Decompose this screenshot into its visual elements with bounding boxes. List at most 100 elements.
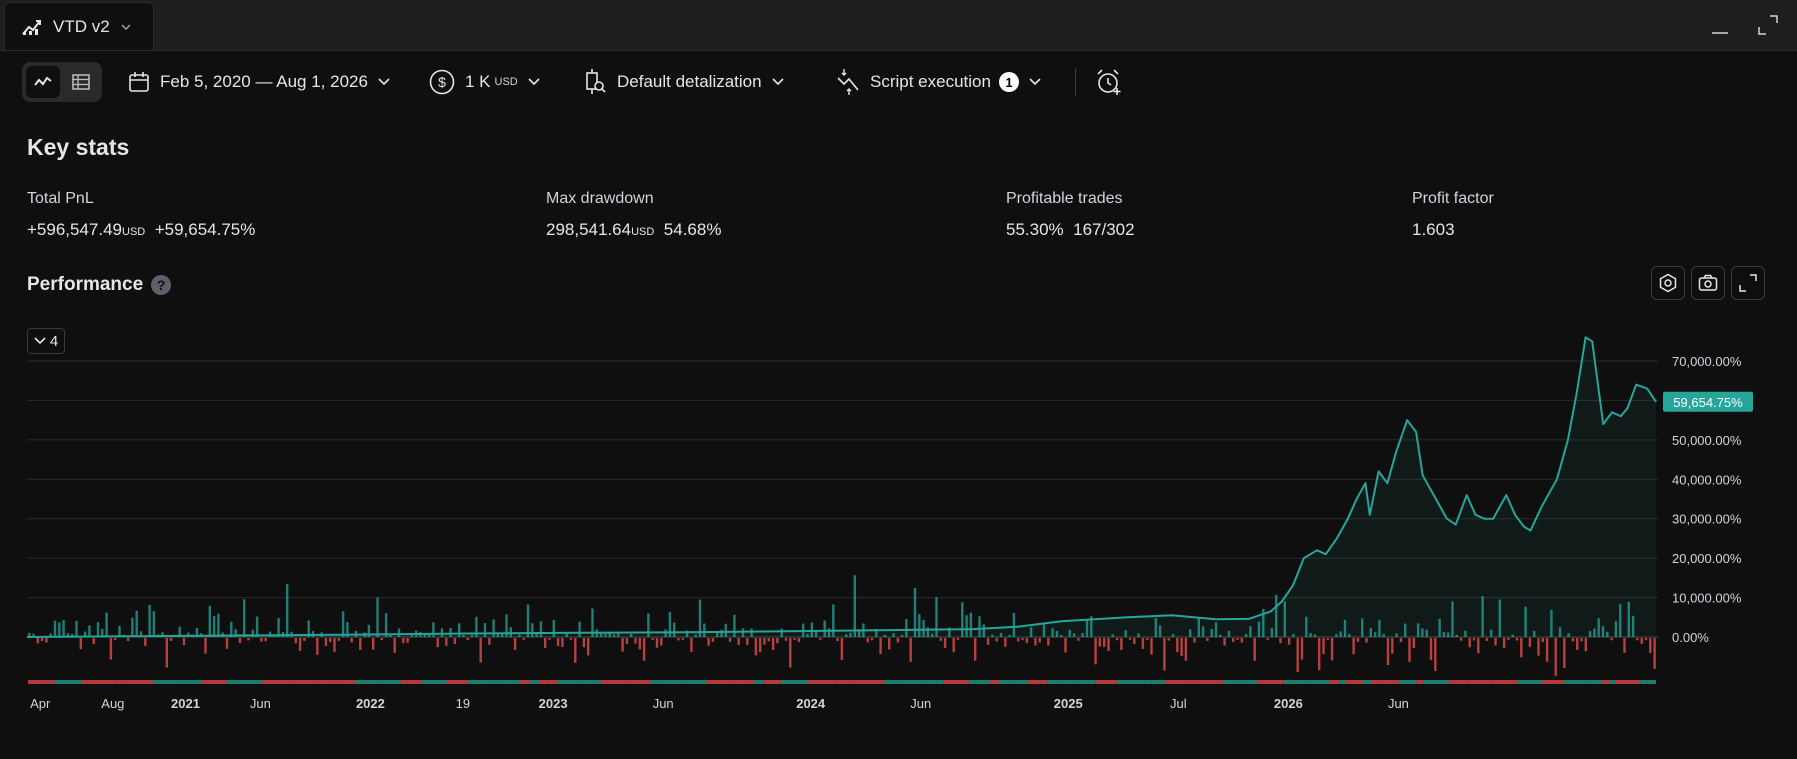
trade-bar-profit bbox=[1012, 612, 1016, 637]
timeline-profit-segment bbox=[467, 680, 494, 684]
trade-bar-profit bbox=[1558, 627, 1562, 637]
trade-bar-profit bbox=[1154, 618, 1157, 637]
trade-bar-profit bbox=[608, 632, 611, 637]
trade-bar-profit bbox=[668, 611, 672, 637]
chevron-down-icon[interactable] bbox=[120, 23, 132, 31]
trade-bar-profit bbox=[1283, 601, 1286, 637]
trade-bar-profit bbox=[131, 617, 134, 637]
timeline-loss-segment bbox=[116, 680, 125, 684]
trade-bar-loss bbox=[1653, 638, 1656, 669]
trade-bar-profit bbox=[961, 602, 964, 637]
trade-bar-profit bbox=[1442, 632, 1446, 637]
fullscreen-button[interactable] bbox=[1731, 266, 1765, 300]
trade-bar-profit bbox=[716, 632, 719, 637]
trade-bar-profit bbox=[492, 619, 495, 637]
trade-bar-profit bbox=[1631, 615, 1635, 637]
trade-bar-loss bbox=[45, 638, 48, 643]
toolbar: Feb 5, 2020 — Aug 1, 2026 $ 1 K USD Defa… bbox=[0, 58, 1797, 108]
trade-bar-profit bbox=[1090, 616, 1093, 637]
y-tick-label: 20,000.00% bbox=[1672, 551, 1742, 566]
timeline-loss-segment bbox=[1448, 680, 1468, 684]
timeline-profit-segment bbox=[780, 680, 808, 684]
trade-bar-profit bbox=[991, 634, 994, 637]
chart-settings-button[interactable] bbox=[1651, 266, 1685, 300]
y-tick-label: 50,000.00% bbox=[1672, 433, 1742, 448]
timeline-loss-segment bbox=[1467, 680, 1493, 684]
trade-bar-profit bbox=[1292, 634, 1295, 637]
timeline-loss-segment bbox=[1370, 680, 1383, 684]
collapse-series-button[interactable]: 4 bbox=[27, 328, 65, 354]
trade-bar-profit bbox=[440, 628, 444, 637]
help-icon[interactable]: ? bbox=[151, 275, 172, 295]
capital-selector[interactable]: $ 1 K USD bbox=[429, 62, 540, 102]
performance-chart[interactable]: 70,000.00%60,000.00%50,000.00%40,000.00%… bbox=[0, 330, 1797, 720]
trade-bar-profit bbox=[1171, 634, 1175, 637]
trade-bar-profit bbox=[845, 634, 848, 637]
date-range-selector[interactable]: Feb 5, 2020 — Aug 1, 2026 bbox=[128, 62, 390, 102]
trade-bar-loss bbox=[1064, 638, 1067, 653]
trade-bar-loss bbox=[681, 638, 684, 640]
trade-bar-profit bbox=[75, 620, 78, 637]
timeline-profit-segment bbox=[233, 680, 262, 684]
script-execution-label: Script execution bbox=[870, 72, 991, 91]
trade-bar-loss bbox=[453, 638, 457, 645]
y-tick-label: 10,000.00% bbox=[1672, 591, 1742, 606]
maximize-icon[interactable] bbox=[1757, 14, 1779, 36]
max-drawdown-percent: 54.68% bbox=[663, 220, 722, 239]
trade-bar-loss bbox=[1477, 638, 1480, 654]
y-tick-label: 40,000.00% bbox=[1672, 472, 1742, 487]
trade-bar-loss bbox=[1193, 638, 1196, 643]
trade-bar-profit bbox=[1404, 623, 1407, 637]
trade-bar-profit bbox=[857, 630, 861, 637]
trade-bar-profit bbox=[1550, 609, 1553, 637]
timeline-loss-segment bbox=[87, 680, 102, 684]
trade-bar-loss bbox=[1318, 638, 1321, 671]
add-alert-button[interactable] bbox=[1095, 62, 1123, 102]
timeline-profit-segment bbox=[54, 680, 82, 684]
trade-bar-profit bbox=[1029, 627, 1033, 637]
chart-view-button[interactable] bbox=[26, 66, 60, 98]
timeline-profit-segment bbox=[1047, 680, 1062, 684]
trade-bar-loss bbox=[488, 638, 491, 645]
trade-bar-loss bbox=[380, 638, 383, 641]
trade-bar-loss bbox=[746, 638, 749, 645]
trade-bar-profit bbox=[926, 627, 930, 637]
trade-bar-profit bbox=[935, 596, 938, 637]
strategy-tab[interactable]: VTD v2 bbox=[4, 2, 154, 50]
trade-bar-profit bbox=[1257, 621, 1261, 637]
trade-bar-profit bbox=[135, 610, 138, 637]
screenshot-button[interactable] bbox=[1691, 266, 1725, 300]
trade-bar-profit bbox=[1051, 628, 1054, 637]
detalization-selector[interactable]: Default detalization bbox=[583, 62, 784, 102]
trade-bar-loss bbox=[952, 638, 955, 653]
trade-bar-loss bbox=[1352, 638, 1355, 655]
trade-bar-profit bbox=[526, 604, 530, 637]
trade-bar-profit bbox=[999, 632, 1003, 637]
x-tick-label: 2021 bbox=[171, 696, 200, 711]
trade-bar-loss bbox=[238, 638, 242, 643]
trade-bar-profit bbox=[823, 620, 826, 637]
trade-bar-profit bbox=[578, 621, 581, 637]
trade-bar-loss bbox=[303, 638, 306, 641]
trade-bar-loss bbox=[1502, 638, 1506, 649]
trade-bar-loss bbox=[1520, 638, 1523, 658]
trade-bar-profit bbox=[307, 620, 310, 637]
trade-bar-loss bbox=[754, 638, 758, 656]
minimize-icon[interactable] bbox=[1709, 14, 1731, 36]
table-view-button[interactable] bbox=[64, 66, 98, 98]
timeline-loss-segment bbox=[600, 680, 626, 684]
trade-bar-loss bbox=[771, 638, 775, 650]
trade-bar-loss bbox=[1391, 638, 1394, 654]
total-pnl-label: Total PnL bbox=[27, 190, 94, 207]
timeline-profit-segment bbox=[1116, 680, 1129, 684]
timeline-profit-segment bbox=[753, 680, 764, 684]
timeline-profit-segment bbox=[1128, 680, 1152, 684]
collapse-count: 4 bbox=[49, 332, 59, 350]
trade-bar-profit bbox=[397, 628, 401, 637]
trade-bar-loss bbox=[1330, 638, 1334, 661]
script-execution-selector[interactable]: Script execution 1 bbox=[836, 62, 1041, 102]
trade-bar-loss bbox=[1563, 638, 1566, 668]
chevron-down-icon bbox=[528, 78, 540, 86]
timeline-loss-segment bbox=[538, 680, 548, 684]
tab-title: VTD v2 bbox=[53, 16, 110, 36]
